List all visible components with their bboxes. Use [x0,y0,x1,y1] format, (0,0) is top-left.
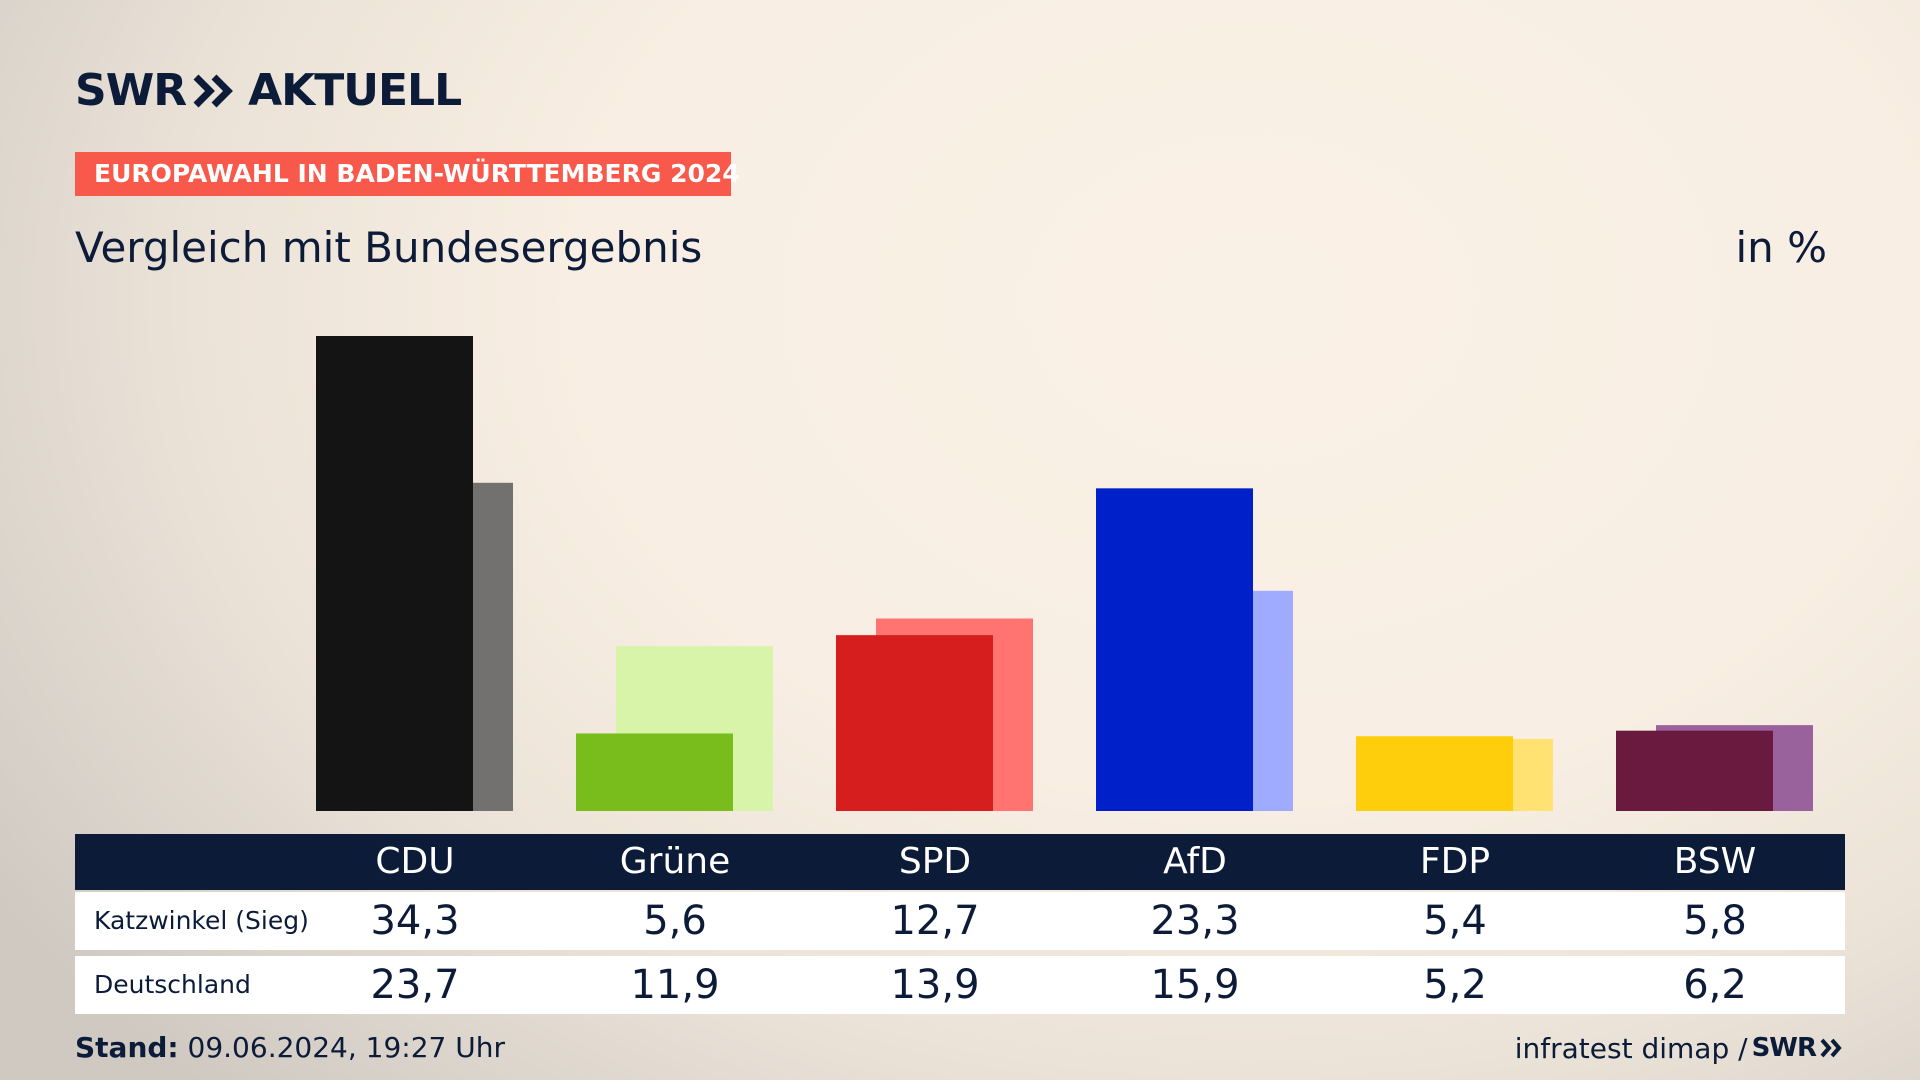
source-text: infratest dimap / [1514,1031,1748,1065]
timestamp: Stand: 09.06.2024, 19:27 Uhr [75,1030,505,1066]
row-label-national: Deutschland [94,970,251,999]
value-local-grune: 5,6 [643,898,707,944]
value-national-cdu: 23,7 [370,962,460,1008]
election-badge: EUROPAWAHL IN BADEN-WÜRTTEMBERG 2024 [75,152,740,196]
bar-chart [316,336,1813,811]
party-label-fdp: FDP [1419,841,1491,882]
value-national-grune: 11,9 [630,962,720,1008]
unit-label: in % [1735,223,1827,272]
value-local-spd: 12,7 [890,898,980,944]
value-national-spd: 13,9 [890,962,980,1008]
value-local-afd: 23,3 [1150,898,1240,944]
logo-product: AKTUELL [248,65,462,116]
party-label-grune: Grüne [619,841,731,882]
table-row-national: Deutschland 23,7 11,9 13,9 15,9 5,2 6,2 [75,956,1845,1014]
party-label-bsw: BSW [1673,841,1757,882]
stand-value: 09.06.2024, 19:27 Uhr [187,1031,505,1064]
table-row-local: Katzwinkel (Sieg) 34,3 5,6 12,7 23,3 5,4 5,8 [75,892,1845,950]
bar-local-fdp [1356,736,1513,811]
bar-local-cdu [316,336,473,811]
chevron-double-right-icon [1820,1038,1842,1058]
party-label-afd: AfD [1163,841,1227,882]
value-local-cdu: 34,3 [370,898,460,944]
bar-local-afd [1096,488,1253,811]
source-brand: SWR [1751,1033,1817,1063]
party-label-cdu: CDU [375,841,455,882]
value-local-fdp: 5,4 [1423,898,1487,944]
stand-label: Stand: [75,1031,179,1064]
value-national-afd: 15,9 [1150,962,1240,1008]
source-credit: infratest dimap / SWR [1515,1030,1844,1066]
swr-aktuell-logo: SWR AKTUELL [75,65,462,116]
party-header-row: CDU Grüne SPD AfD FDP BSW [75,834,1845,890]
value-national-fdp: 5,2 [1423,962,1487,1008]
logo-brand: SWR [75,65,187,116]
bar-local-bsw [1616,730,1773,811]
value-local-bsw: 5,8 [1683,898,1747,944]
chevron-double-right-icon [193,74,234,108]
bar-local-spd [836,635,993,811]
value-national-bsw: 6,2 [1683,962,1747,1008]
party-label-spd: SPD [898,841,972,882]
chart-subtitle: Vergleich mit Bundesergebnis [75,223,703,272]
bar-local-grune [576,733,733,811]
row-label-local: Katzwinkel (Sieg) [94,906,309,935]
